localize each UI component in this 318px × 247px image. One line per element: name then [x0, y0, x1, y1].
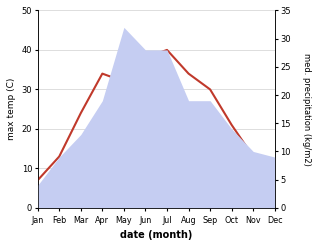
- Y-axis label: max temp (C): max temp (C): [7, 78, 16, 140]
- X-axis label: date (month): date (month): [120, 230, 192, 240]
- Y-axis label: med. precipitation (kg/m2): med. precipitation (kg/m2): [302, 53, 311, 165]
